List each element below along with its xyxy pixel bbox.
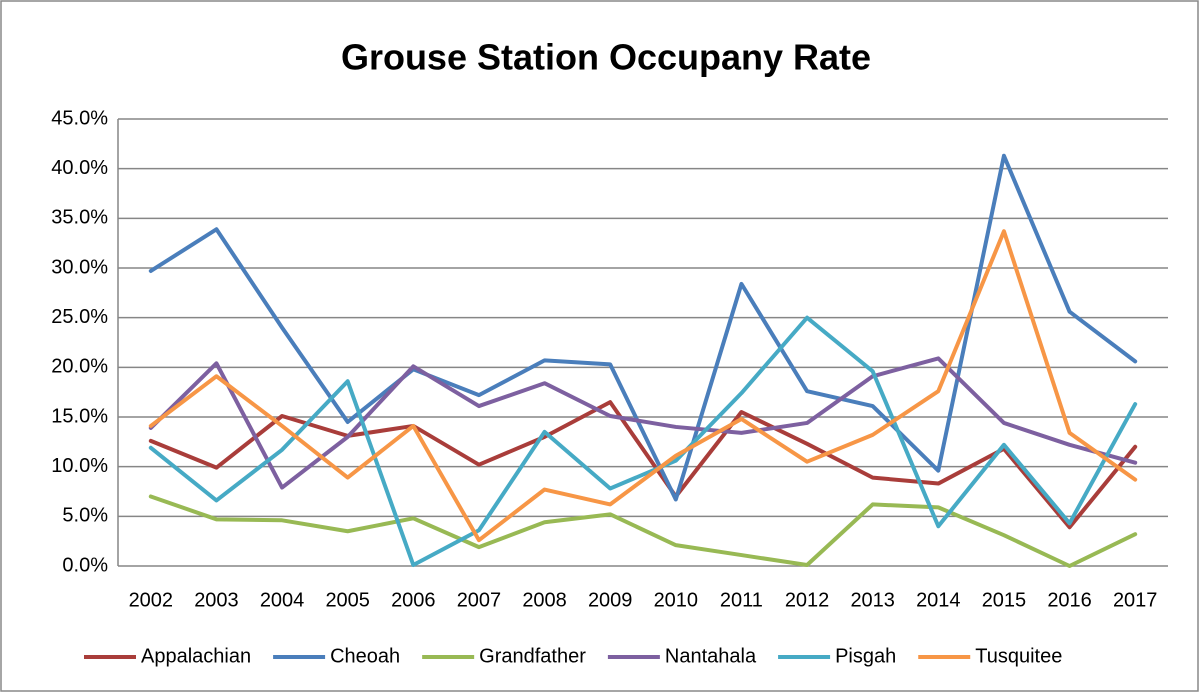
series-line: [148, 494, 1138, 568]
series-line: [148, 229, 1138, 543]
y-tick-label: 15.0%: [51, 405, 108, 427]
x-tick-label: 2012: [785, 589, 830, 611]
x-tick-label: 2016: [1047, 589, 1092, 611]
y-tick-label: 45.0%: [51, 107, 108, 129]
x-tick-label: 2003: [194, 589, 239, 611]
y-tick-label: 40.0%: [51, 157, 108, 179]
x-tick-label: 2006: [391, 589, 436, 611]
legend-label: Appalachian: [141, 645, 251, 667]
chart-title: Grouse Station Occupany Rate: [341, 37, 871, 78]
legend-label: Cheoah: [330, 645, 400, 667]
x-tick-label: 2004: [260, 589, 305, 611]
x-tick-label: 2008: [522, 589, 567, 611]
x-tick-label: 2009: [588, 589, 633, 611]
legend-label: Pisgah: [835, 645, 896, 667]
x-tick-label: 2002: [129, 589, 174, 611]
x-tick-label: 2017: [1113, 589, 1158, 611]
x-tick-label: 2011: [720, 589, 763, 611]
x-tick-label: 2015: [982, 589, 1027, 611]
legend-label: Grandfather: [479, 645, 586, 667]
series-line: [148, 356, 1138, 490]
x-tick-label: 2013: [850, 589, 895, 611]
series-line: [148, 315, 1138, 568]
legend-label: Tusquitee: [975, 645, 1062, 667]
y-tick-label: 5.0%: [62, 505, 108, 527]
y-tick-label: 30.0%: [51, 256, 108, 278]
y-tick-label: 0.0%: [62, 554, 108, 576]
x-tick-label: 2014: [916, 589, 961, 611]
x-tick-label: 2007: [457, 589, 502, 611]
x-tick-label: 2010: [654, 589, 699, 611]
y-tick-label: 20.0%: [51, 356, 108, 378]
y-tick-label: 25.0%: [51, 306, 108, 328]
x-tick-label: 2005: [325, 589, 370, 611]
legend-label: Nantahala: [665, 645, 757, 667]
y-tick-label: 35.0%: [51, 207, 108, 229]
series-line: [148, 400, 1138, 530]
y-tick-label: 10.0%: [51, 455, 108, 477]
